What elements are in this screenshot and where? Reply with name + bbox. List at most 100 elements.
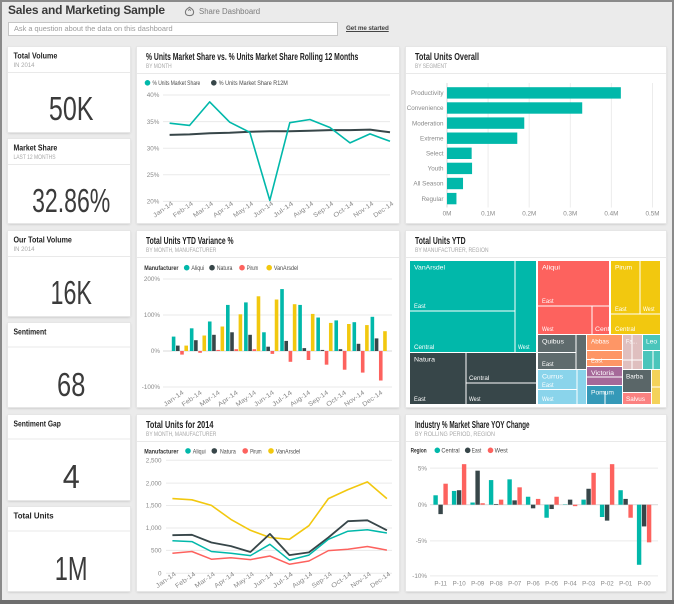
svg-text:P-11: P-11 <box>434 581 447 588</box>
svg-text:P-09: P-09 <box>471 581 485 588</box>
svg-text:0.2M: 0.2M <box>522 211 536 218</box>
svg-text:P-04: P-04 <box>564 581 578 588</box>
svg-text:Select: Select <box>426 151 444 158</box>
svg-text:P-03: P-03 <box>582 581 596 588</box>
svg-text:Leo: Leo <box>646 339 657 346</box>
svg-text:Pomum: Pomum <box>591 390 614 397</box>
svg-text:Manufacturer: Manufacturer <box>144 448 179 455</box>
svg-text:LAST 12 MONTHS: LAST 12 MONTHS <box>14 154 56 161</box>
svg-text:Aliqui: Aliqui <box>542 265 561 272</box>
svg-text:P-10: P-10 <box>453 581 467 588</box>
svg-text:Sentiment Gap: Sentiment Gap <box>14 420 61 429</box>
svg-text:Extreme: Extreme <box>420 135 444 142</box>
svg-text:East: East <box>414 396 426 403</box>
svg-text:P-08: P-08 <box>490 581 504 588</box>
svg-text:BY MONTH: BY MONTH <box>146 63 172 70</box>
svg-text:Fa...: Fa... <box>626 339 637 346</box>
svg-text:0.4M: 0.4M <box>604 211 618 218</box>
svg-text:VanArsdel: VanArsdel <box>414 265 445 272</box>
svg-text:Victoria: Victoria <box>591 370 614 377</box>
svg-text:East: East <box>542 298 554 305</box>
svg-text:200%: 200% <box>144 276 161 283</box>
svg-text:Natura: Natura <box>220 448 236 455</box>
svg-text:Jun-14: Jun-14 <box>252 200 275 219</box>
svg-text:BY MONTH, MANUFACTURER: BY MONTH, MANUFACTURER <box>146 247 217 254</box>
svg-text:P-07: P-07 <box>508 581 522 588</box>
svg-text:16K: 16K <box>51 274 92 311</box>
svg-text:0.3M: 0.3M <box>563 211 577 218</box>
svg-text:Market Share: Market Share <box>14 144 58 153</box>
svg-text:BY MONTH, MANUFACTURER: BY MONTH, MANUFACTURER <box>146 431 217 438</box>
svg-text:All Season: All Season <box>413 181 444 188</box>
svg-text:West: West <box>495 448 508 455</box>
svg-text:Apr-14: Apr-14 <box>212 200 235 219</box>
svg-text:Pirum: Pirum <box>250 448 262 455</box>
svg-text:30%: 30% <box>147 145 160 152</box>
svg-text:Aliqui: Aliqui <box>191 265 204 272</box>
svg-text:Industry % Market Share YOY Ch: Industry % Market Share YOY Change <box>415 419 530 431</box>
svg-text:Manufacturer: Manufacturer <box>144 265 179 272</box>
svg-text:Convenience: Convenience <box>407 105 444 112</box>
svg-text:500: 500 <box>151 548 162 555</box>
svg-text:Youth: Youth <box>428 166 444 173</box>
svg-text:Dec-14: Dec-14 <box>361 389 384 408</box>
svg-text:Mar-14: Mar-14 <box>192 200 215 219</box>
svg-text:IN 2014: IN 2014 <box>14 246 36 253</box>
svg-text:0%: 0% <box>151 348 161 355</box>
svg-text:Aliqui: Aliqui <box>193 448 206 455</box>
svg-text:Pirum: Pirum <box>615 265 632 272</box>
svg-text:BY ROLLING PERIOD, REGION: BY ROLLING PERIOD, REGION <box>415 431 495 438</box>
svg-text:0M: 0M <box>443 211 452 218</box>
svg-text:P-05: P-05 <box>545 581 559 588</box>
svg-text:Region: Region <box>411 448 427 455</box>
svg-text:East: East <box>591 358 603 365</box>
svg-text:Cent...: Cent... <box>595 326 615 333</box>
svg-text:0%: 0% <box>418 502 428 509</box>
svg-text:East: East <box>472 448 482 455</box>
svg-text:BY SEGMENT: BY SEGMENT <box>415 63 447 70</box>
svg-text:35%: 35% <box>147 119 160 126</box>
svg-text:West: West <box>542 396 554 403</box>
svg-text:Oct-14: Oct-14 <box>332 200 355 219</box>
svg-text:Natura: Natura <box>414 357 435 364</box>
svg-text:Salvus: Salvus <box>626 396 646 403</box>
svg-text:P-01: P-01 <box>619 581 633 588</box>
svg-text:May-14: May-14 <box>232 200 255 219</box>
svg-text:Barba: Barba <box>626 374 643 381</box>
svg-text:Total Units for 2014: Total Units for 2014 <box>146 419 214 431</box>
svg-text:1,500: 1,500 <box>146 503 162 510</box>
svg-text:5%: 5% <box>418 465 428 472</box>
svg-text:Moderation: Moderation <box>412 120 444 127</box>
svg-text:-10%: -10% <box>412 573 427 580</box>
svg-text:Quibus: Quibus <box>542 339 565 346</box>
svg-text:Total Volume: Total Volume <box>14 52 58 61</box>
svg-text:40%: 40% <box>147 92 160 99</box>
svg-text:100%: 100% <box>144 312 161 319</box>
svg-text:32.86%: 32.86% <box>32 182 110 219</box>
svg-text:% Units Market Share vs. % Uni: % Units Market Share vs. % Units Market … <box>146 51 358 63</box>
svg-text:Jul-14: Jul-14 <box>272 200 295 219</box>
svg-text:4: 4 <box>63 458 80 495</box>
svg-text:2,500: 2,500 <box>146 458 162 465</box>
svg-text:East: East <box>542 382 554 389</box>
svg-text:Sep-14: Sep-14 <box>312 200 335 219</box>
svg-text:Abbas: Abbas <box>591 339 610 346</box>
svg-text:East: East <box>542 361 554 368</box>
svg-text:West: West <box>542 326 554 333</box>
svg-text:1,000: 1,000 <box>146 525 162 532</box>
svg-text:West: West <box>469 396 481 403</box>
svg-text:VanArsdel: VanArsdel <box>276 448 300 455</box>
svg-text:Nov-14: Nov-14 <box>352 200 375 219</box>
svg-text:0.5M: 0.5M <box>646 211 660 218</box>
svg-text:-5%: -5% <box>416 538 428 545</box>
svg-text:Our Total Volume: Our Total Volume <box>14 236 73 245</box>
svg-text:20%: 20% <box>147 199 160 206</box>
svg-text:0.1M: 0.1M <box>481 211 495 218</box>
svg-text:P-02: P-02 <box>601 581 615 588</box>
svg-text:Regular: Regular <box>421 196 443 203</box>
svg-text:West: West <box>643 306 655 313</box>
svg-text:Central: Central <box>469 375 490 382</box>
svg-text:Pirum: Pirum <box>247 265 259 272</box>
svg-text:50K: 50K <box>49 90 94 127</box>
svg-text:Currus: Currus <box>542 374 564 381</box>
